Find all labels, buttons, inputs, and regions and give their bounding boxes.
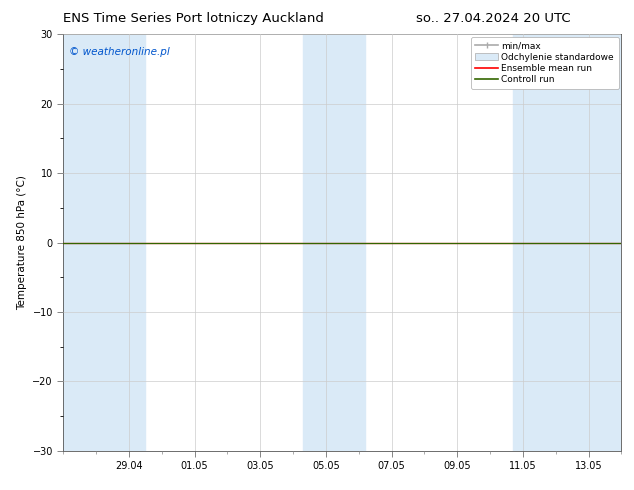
Text: so.. 27.04.2024 20 UTC: so.. 27.04.2024 20 UTC bbox=[416, 12, 571, 25]
Legend: min/max, Odchylenie standardowe, Ensemble mean run, Controll run: min/max, Odchylenie standardowe, Ensembl… bbox=[471, 37, 619, 89]
Text: ENS Time Series Port lotniczy Auckland: ENS Time Series Port lotniczy Auckland bbox=[63, 12, 324, 25]
Text: © weatheronline.pl: © weatheronline.pl bbox=[69, 47, 170, 57]
Bar bbox=[63, 34, 145, 451]
Bar bbox=[303, 34, 365, 451]
Bar bbox=[513, 34, 621, 451]
Y-axis label: Temperature 850 hPa (°C): Temperature 850 hPa (°C) bbox=[17, 175, 27, 310]
